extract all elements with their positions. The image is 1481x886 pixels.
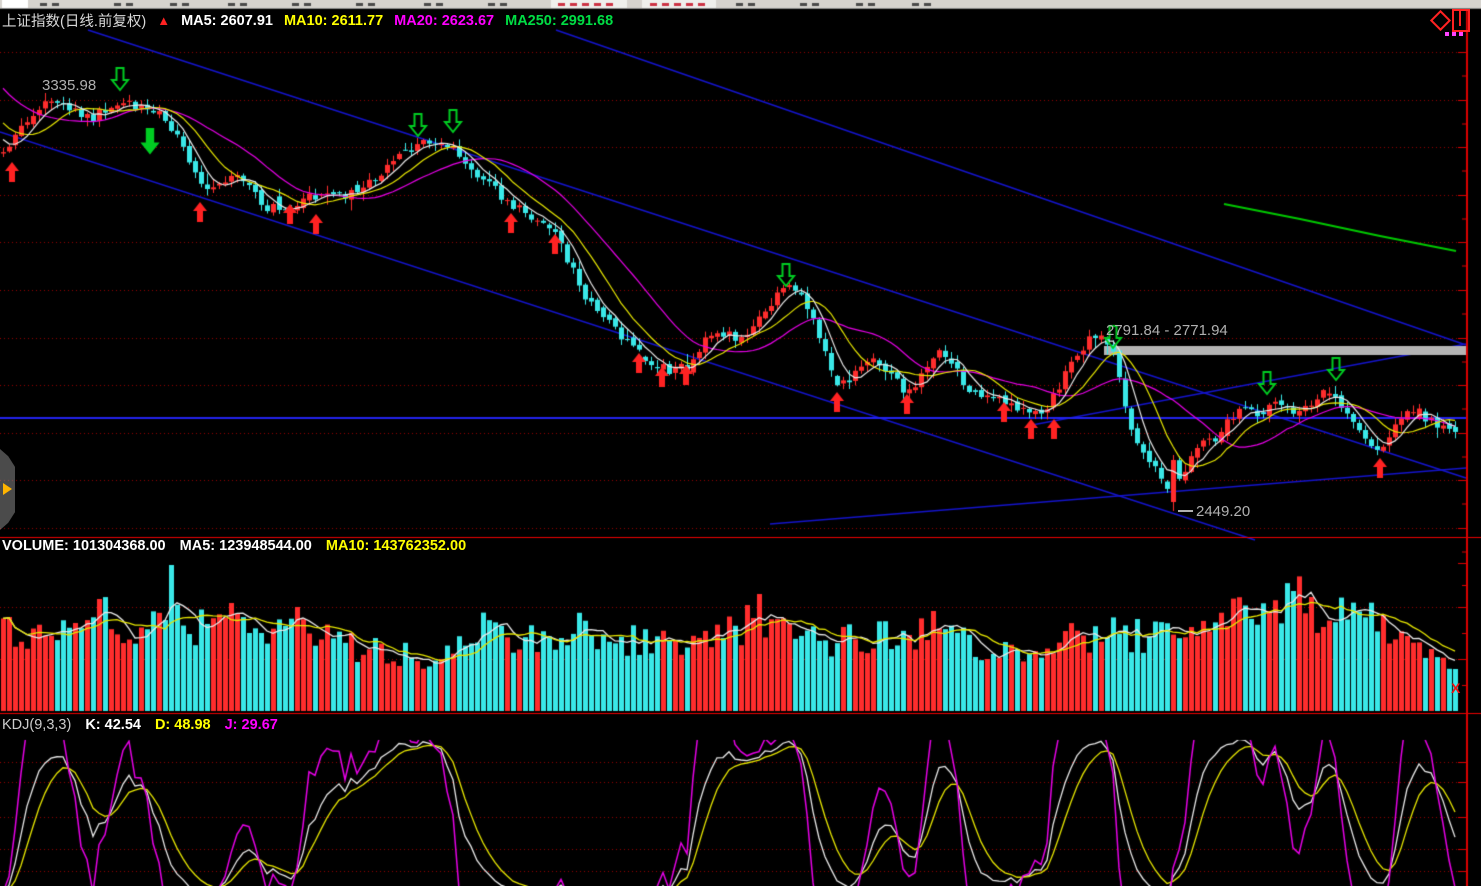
kdj-indicator-label: KDJ(9,3,3)	[2, 717, 72, 733]
panel-slide-handle[interactable]	[0, 449, 15, 530]
window-split-line	[1459, 11, 1461, 26]
low-price-label: 2449.20	[1196, 503, 1251, 520]
volume-header: VOLUME: 101304368.00 MA5: 123948544.00 M…	[2, 538, 466, 554]
instrument-label: 上证指数(日线.前复权)	[2, 14, 147, 30]
gap-range-label: 2791.84 - 2771.94	[1106, 322, 1228, 339]
low-pointer-line	[1178, 510, 1193, 512]
window-panes-icon[interactable]	[1452, 9, 1470, 32]
kdj-header: KDJ(9,3,3) K: 42.54 D: 48.98 J: 29.67	[2, 717, 278, 733]
axis-x-marker[interactable]: X	[1451, 680, 1461, 696]
trend-up-icon: ▲	[157, 13, 171, 28]
kdj-k-readout: K: 42.54	[85, 717, 141, 733]
volume-ma10-readout: MA10: 143762352.00	[325, 538, 467, 554]
kdj-j-readout: J: 29.67	[224, 717, 278, 733]
chart-title-bar: 上证指数(日线.前复权) ▲ MA5: 2607.91 MA10: 2611.7…	[2, 10, 613, 31]
volume-ma5-readout: MA5: 123948544.00	[179, 538, 312, 554]
ma20-readout: MA20: 2623.67	[394, 12, 495, 29]
menu-strip[interactable]	[0, 0, 1481, 9]
peak-price-label: 3335.98	[42, 77, 97, 94]
more-dots-icon[interactable]	[1445, 32, 1463, 36]
kdj-d-readout: D: 48.98	[154, 717, 211, 733]
volume-readout: VOLUME: 101304368.00	[2, 538, 166, 554]
expand-arrow-icon	[3, 483, 12, 495]
ma250-readout: MA250: 2991.68	[505, 12, 614, 29]
ma10-readout: MA10: 2611.77	[283, 12, 384, 29]
ma5-readout: MA5: 2607.91	[181, 12, 273, 29]
